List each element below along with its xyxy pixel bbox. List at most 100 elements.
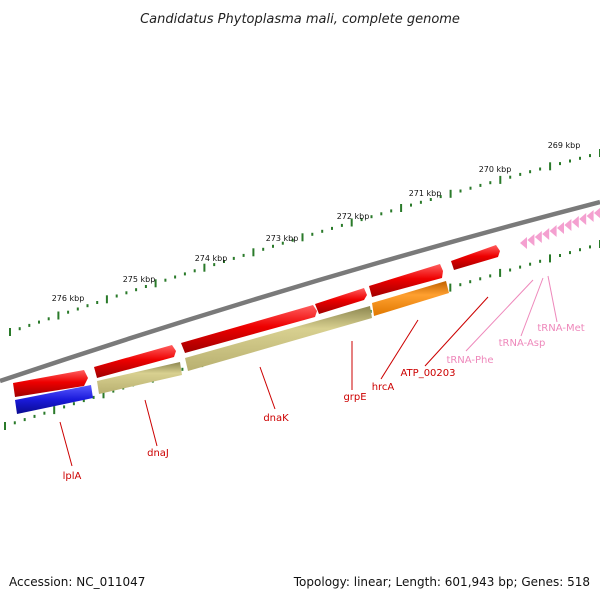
gene-label[interactable]: tRNA-Phe xyxy=(446,355,493,366)
trna-arrow[interactable] xyxy=(594,207,600,219)
inner-ruler-major-tick xyxy=(102,390,105,399)
gene-label[interactable]: grpE xyxy=(343,392,366,403)
outer-ruler-major-tick xyxy=(57,311,60,320)
outer-ruler-minor-tick xyxy=(115,294,118,298)
second-row-features xyxy=(15,281,449,414)
outer-ruler-minor-tick xyxy=(509,175,512,179)
feature-bar-orange[interactable] xyxy=(372,281,449,316)
inner-ruler-minor-tick xyxy=(72,402,75,406)
outer-ruler-minor-tick xyxy=(67,310,70,314)
inner-ruler-minor-tick xyxy=(489,274,492,278)
ruler-tick-label: 271 kbp xyxy=(409,189,442,198)
outer-ruler-minor-tick xyxy=(125,291,128,295)
outer-ruler-minor-tick xyxy=(96,301,99,304)
inner-ruler-minor-tick xyxy=(509,268,512,272)
outer-ruler-minor-tick xyxy=(272,244,274,248)
inner-ruler-minor-tick xyxy=(63,405,66,409)
gene-labels: lplA dnaJ dnaK grpE hrcA ATP_00203 tRNA-… xyxy=(63,323,585,482)
ruler-tick-label: 272 kbp xyxy=(337,212,370,221)
trna-cluster xyxy=(520,207,600,249)
feature-bar-khaki-2[interactable] xyxy=(185,306,372,371)
outer-ruler-minor-tick xyxy=(340,223,343,227)
outer-ruler-minor-tick xyxy=(569,159,571,163)
outer-ruler-minor-tick xyxy=(86,304,89,308)
trna-arrow[interactable] xyxy=(586,210,594,222)
inner-ruler-minor-tick xyxy=(82,399,85,403)
ruler-tick-label: 276 kbp xyxy=(52,294,85,303)
outer-ruler-minor-tick xyxy=(164,278,167,282)
inner-ruler-minor-tick xyxy=(181,367,184,371)
outer-ruler-minor-tick xyxy=(28,323,31,327)
feature-bar-khaki-1[interactable] xyxy=(97,362,182,394)
outer-ruler-minor-tick xyxy=(360,218,363,222)
outer-ruler-major-tick xyxy=(499,175,502,184)
ruler-tick-label: 275 kbp xyxy=(123,275,156,284)
trna-arrow[interactable] xyxy=(527,234,535,246)
outer-ruler-minor-tick xyxy=(589,154,591,158)
outer-ruler-minor-tick xyxy=(232,256,235,260)
gene-label[interactable]: lplA xyxy=(63,471,82,482)
outer-ruler-minor-tick xyxy=(390,209,393,213)
outer-ruler-major-tick xyxy=(252,248,255,257)
outer-ruler-minor-tick xyxy=(47,317,50,321)
outer-ruler-minor-tick xyxy=(242,253,245,257)
ruler-tick-labels: 276 kbp 275 kbp 274 kbp 273 kbp 272 kbp 271 k… xyxy=(52,141,581,303)
outer-ruler-minor-tick xyxy=(291,238,294,242)
gene-arrow-ATP_00203[interactable] xyxy=(451,245,500,270)
trna-arrow[interactable] xyxy=(520,237,527,249)
outer-ruler-minor-tick xyxy=(489,181,492,185)
gene-label[interactable]: ATP_00203 xyxy=(400,368,455,379)
trna-arrow[interactable] xyxy=(579,213,587,225)
outer-ruler-minor-tick xyxy=(183,272,186,276)
outer-ruler-minor-tick xyxy=(559,162,561,166)
outer-ruler-minor-tick xyxy=(429,198,432,201)
inner-ruler-major-tick xyxy=(499,268,502,277)
inner-ruler-minor-tick xyxy=(13,421,16,425)
inner-ruler-minor-tick xyxy=(579,248,581,252)
feature-bar-blue[interactable] xyxy=(15,385,93,414)
trna-arrow[interactable] xyxy=(557,222,564,234)
gene-arrow-dnaK[interactable] xyxy=(181,305,317,353)
outer-ruler-minor-tick xyxy=(281,241,284,245)
inner-ruler-minor-tick xyxy=(469,280,472,284)
outer-ruler-major-tick xyxy=(203,263,206,272)
inner-ruler-minor-tick xyxy=(92,395,95,399)
outer-ruler-major-tick xyxy=(105,295,108,304)
ruler-tick-label: 270 kbp xyxy=(479,165,512,174)
outer-ruler-minor-tick xyxy=(459,189,462,193)
inner-ruler-major-tick xyxy=(4,422,6,430)
outer-ruler-minor-tick xyxy=(144,285,147,288)
map-title: Candidatus Phytoplasma mali, complete ge… xyxy=(140,12,460,27)
gene-label[interactable]: tRNA-Met xyxy=(537,323,584,334)
outer-ruler-major-tick xyxy=(350,218,353,227)
outer-ruler-major-tick xyxy=(549,162,552,171)
trna-arrow[interactable] xyxy=(542,228,550,240)
trna-arrow[interactable] xyxy=(564,219,572,231)
outer-ruler xyxy=(9,149,600,336)
gene-label[interactable]: tRNA-Asp xyxy=(499,338,546,349)
outer-ruler-minor-tick xyxy=(519,172,522,176)
inner-ruler-minor-tick xyxy=(539,259,542,263)
trna-arrow[interactable] xyxy=(571,216,579,228)
outer-ruler-minor-tick xyxy=(321,229,324,233)
outer-ruler-minor-tick xyxy=(419,200,422,204)
outer-ruler-minor-tick xyxy=(370,215,373,219)
trna-arrow[interactable] xyxy=(549,225,557,237)
outer-ruler-major-tick xyxy=(154,279,157,288)
inner-ruler-major-tick xyxy=(53,406,56,415)
gene-arrow-grpE[interactable] xyxy=(315,288,367,314)
gene-arrow-hrcA[interactable] xyxy=(369,264,443,297)
outer-ruler-major-tick xyxy=(9,328,11,336)
gene-label[interactable]: dnaK xyxy=(263,413,289,424)
trna-arrow[interactable] xyxy=(534,231,542,243)
gene-arrow-lplA[interactable] xyxy=(13,370,88,397)
gene-callouts xyxy=(59,275,558,467)
inner-ruler-minor-tick xyxy=(519,265,522,269)
gene-label[interactable]: hrcA xyxy=(372,382,395,393)
outer-ruler-minor-tick xyxy=(479,183,482,187)
outer-ruler-minor-tick xyxy=(439,195,442,199)
gene-label[interactable]: dnaJ xyxy=(147,448,169,459)
outer-ruler-minor-tick xyxy=(193,269,196,273)
gene-arrow-dnaJ[interactable] xyxy=(94,345,176,378)
